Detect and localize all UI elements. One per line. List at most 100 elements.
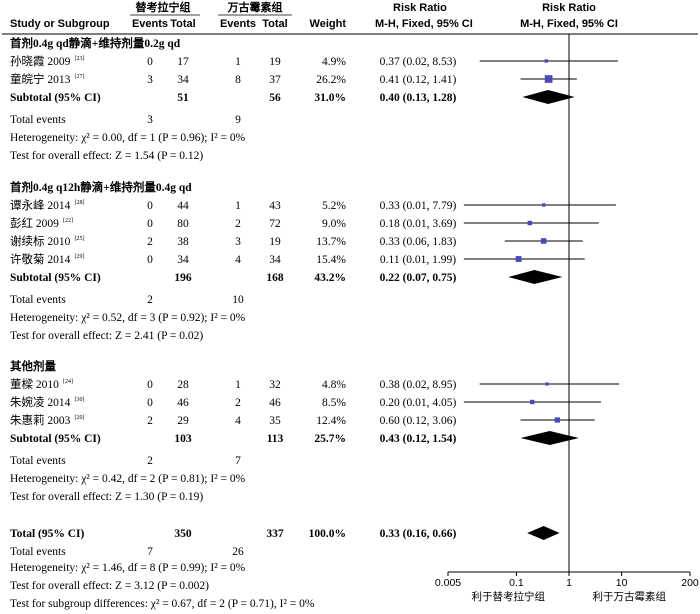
weight-value: 9.0%: [322, 218, 346, 230]
subtotal-ci-text: 0.22 (0.07, 0.75): [380, 272, 457, 284]
weight-value: 13.7%: [316, 236, 346, 248]
subtotal-label: Subtotal (95% CI): [10, 92, 101, 104]
study-name: 谭永峰 2014: [10, 198, 71, 212]
study-ref: [28]: [75, 200, 85, 206]
overall-events-label: Total events: [10, 546, 66, 558]
total1-value: 34: [177, 74, 189, 86]
ci-text: 0.33 (0.06, 1.83): [380, 236, 457, 248]
total-weight: 100.0%: [309, 528, 346, 540]
total1-value: 34: [177, 254, 189, 266]
subtotal-ci-text: 0.43 (0.12, 1.54): [380, 433, 457, 445]
total1-value: 80: [177, 218, 189, 230]
events2-value: 4: [235, 415, 241, 427]
events1-value: 0: [147, 397, 153, 409]
x-tick-label: 1: [566, 577, 572, 589]
study-name: 童皖宁 2013: [10, 72, 71, 86]
ci-text: 0.11 (0.01, 1.99): [380, 254, 456, 266]
subtotal-total2: 168: [266, 272, 284, 284]
total1-value: 28: [177, 379, 189, 391]
heterogeneity-text: Heterogeneity: χ² = 0.52, df = 3 (P = 0.…: [10, 312, 246, 324]
subtotal-total2: 113: [267, 433, 284, 445]
subtotal-total1: 103: [174, 433, 192, 445]
study-name: 许敬菊 2014: [10, 253, 71, 266]
effect-marker: [545, 382, 549, 386]
study-name: 朱婉凌 2014: [10, 395, 71, 409]
study-ref: [22]: [63, 218, 73, 224]
ci-text: 0.33 (0.01, 7.79): [380, 200, 457, 212]
x-tick-label: 0.1: [509, 577, 524, 589]
rr-header-right: Risk Ratio: [542, 2, 596, 14]
total2-value: 32: [269, 379, 281, 391]
events1-value: 0: [147, 254, 153, 266]
weight-value: 26.2%: [316, 74, 346, 86]
study-ref: [30]: [75, 397, 85, 403]
effect-marker: [541, 203, 546, 207]
subtotal-ci-text: 0.40 (0.13, 1.28): [380, 92, 457, 104]
total-total2: 337: [266, 528, 284, 540]
subtotal-label: Subtotal (95% CI): [10, 433, 101, 445]
study-name: 朱惠莉 2003: [10, 413, 71, 427]
ci-text: 0.38 (0.02, 8.95): [380, 379, 457, 391]
effect-marker: [540, 238, 547, 244]
overall-events2: 26: [232, 546, 244, 558]
subtotal-diamond: [508, 270, 563, 284]
total-label: Total (95% CI): [10, 528, 84, 540]
subtotal-diamond: [522, 90, 575, 104]
overall-effect-text: Test for overall effect: Z = 2.41 (P = 0…: [10, 330, 203, 342]
weight-value: 5.2%: [322, 200, 346, 212]
subgroup-title: 首剂0.4g q12h静滴+维持剂量0.4g qd: [10, 180, 192, 194]
weight-value: 8.5%: [322, 397, 346, 409]
weight-value: 4.9%: [322, 56, 346, 68]
events2-value: 8: [235, 74, 241, 86]
heterogeneity-text: Heterogeneity: χ² = 0.00, df = 1 (P = 0.…: [10, 132, 246, 144]
study-ref: [24]: [63, 379, 73, 385]
total1-value: 29: [177, 415, 189, 427]
total-events2: 9: [235, 114, 241, 126]
total-total1: 350: [174, 528, 192, 540]
events1-value: 0: [147, 56, 153, 68]
effect-marker: [554, 417, 560, 423]
x-tick-label: 200: [681, 577, 699, 589]
study-name: 董樑 2010: [10, 378, 59, 391]
ci-text: 0.60 (0.12, 3.06): [380, 415, 457, 427]
events1-value: 0: [147, 379, 153, 391]
study-ref: [20]: [75, 415, 85, 421]
group1-header: 替考拉宁组: [136, 0, 191, 14]
events2-value: 4: [235, 254, 241, 266]
effect-marker: [544, 59, 548, 63]
favours-right-label: 利于万古霉素组: [593, 590, 667, 603]
events2-value: 1: [235, 200, 241, 212]
rr-header-left: Risk Ratio: [393, 2, 447, 14]
method-header-right: M-H, Fixed, 95% CI: [520, 18, 618, 30]
weight-header: Weight: [310, 18, 347, 30]
total-diamond: [527, 526, 560, 540]
subgroup-title: 首剂0.4g qd静滴+维持剂量0.2g qd: [10, 36, 181, 50]
events2-value: 3: [235, 236, 241, 248]
total2-value: 19: [269, 56, 281, 68]
overall-events1: 7: [147, 546, 153, 558]
events1-header: Events: [132, 18, 168, 30]
subtotal-weight: 25.7%: [314, 433, 346, 445]
total-ci-text: 0.33 (0.16, 0.66): [380, 528, 457, 540]
effect-marker: [527, 220, 533, 226]
total-events1: 2: [147, 294, 153, 306]
events1-value: 2: [147, 236, 153, 248]
total2-header: Total: [262, 18, 287, 30]
ci-text: 0.41 (0.12, 1.41): [380, 74, 457, 86]
study-ref: [23]: [75, 56, 85, 62]
subtotal-diamond: [520, 431, 579, 445]
effect-marker: [515, 256, 522, 262]
total-events-label: Total events: [10, 294, 66, 306]
total-events2: 10: [232, 294, 244, 306]
events2-header: Events: [220, 18, 256, 30]
effect-marker: [530, 399, 535, 405]
favours-left-label: 利于替考拉宁组: [472, 590, 546, 603]
events1-value: 0: [147, 218, 153, 230]
weight-value: 4.8%: [322, 379, 346, 391]
total-events1: 2: [147, 455, 153, 467]
total2-value: 35: [269, 415, 281, 427]
subtotal-total2: 56: [269, 92, 281, 104]
heterogeneity-text: Heterogeneity: χ² = 0.42, df = 2 (P = 0.…: [10, 473, 246, 485]
ci-text: 0.37 (0.02, 8.53): [380, 56, 457, 68]
